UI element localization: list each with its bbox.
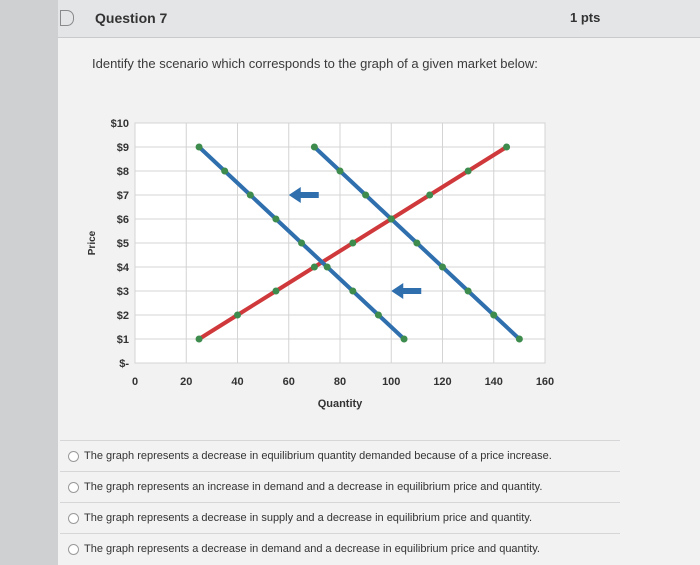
answer-text: The graph represents a decrease in suppl…	[84, 512, 533, 524]
answer-option[interactable]: The graph represents a decrease in suppl…	[60, 502, 620, 533]
data-point	[195, 143, 203, 151]
y-tick-label: $9	[117, 142, 129, 154]
answer-option[interactable]: The graph represents a decrease in deman…	[60, 533, 620, 564]
data-point	[195, 335, 203, 343]
data-point	[426, 191, 434, 199]
data-point	[400, 335, 408, 343]
data-point	[413, 239, 421, 247]
y-tick-label: $6	[117, 214, 129, 226]
data-point	[464, 167, 472, 175]
question-prompt: Identify the scenario which corresponds …	[92, 56, 538, 71]
data-point	[246, 191, 254, 199]
answer-text: The graph represents a decrease in deman…	[84, 543, 540, 555]
data-point	[310, 143, 318, 151]
data-point	[298, 239, 306, 247]
data-point	[515, 335, 523, 343]
data-point	[272, 215, 280, 223]
chart-series	[195, 143, 523, 343]
radio-icon[interactable]	[68, 513, 79, 524]
y-tick-label: $5	[117, 238, 129, 250]
radio-icon[interactable]	[68, 544, 79, 555]
question-header	[58, 0, 700, 38]
chart-annotations	[288, 187, 422, 299]
x-tick-label: 0	[132, 376, 138, 388]
bookmark-icon[interactable]	[60, 10, 74, 26]
chart-ticks: 0 20 40 60 80 100 120 140 160 $- $1 $2 $3 $4 $5 $6 $7 $8 $…	[87, 118, 554, 410]
x-tick-label: 60	[283, 376, 295, 388]
radio-icon[interactable]	[68, 482, 79, 493]
question-title: Question 7	[95, 10, 168, 26]
y-tick-label: $3	[117, 286, 129, 298]
x-tick-label: 140	[485, 376, 503, 388]
data-point	[234, 311, 241, 319]
y-tick-label: $-	[119, 358, 129, 370]
y-axis-label: Price	[87, 230, 98, 255]
data-point	[272, 287, 280, 295]
left-arrow-icon	[391, 283, 422, 299]
data-point	[323, 263, 331, 271]
x-tick-label: 20	[180, 376, 192, 388]
answer-text: The graph represents a decrease in equil…	[84, 450, 552, 462]
y-tick-label: $1	[117, 334, 129, 346]
radio-icon[interactable]	[68, 451, 79, 462]
answer-option[interactable]: The graph represents an increase in dema…	[60, 471, 620, 502]
data-point	[349, 287, 357, 295]
y-tick-label: $7	[117, 190, 129, 202]
y-tick-label: $8	[117, 166, 129, 178]
answer-list: The graph represents a decrease in equil…	[60, 440, 620, 564]
data-point	[374, 311, 382, 319]
question-points: 1 pts	[570, 10, 601, 25]
x-tick-label: 160	[536, 376, 554, 388]
market-chart: 0 20 40 60 80 100 120 140 160 $- $1 $2 $3 $4 $5 $6 $7 $8 $…	[87, 118, 554, 410]
data-point	[464, 287, 472, 295]
x-tick-label: 40	[231, 376, 243, 388]
chart-grid	[134, 122, 546, 364]
y-tick-label: $4	[117, 262, 130, 274]
data-point	[362, 191, 370, 199]
y-tick-label: $2	[117, 310, 129, 322]
data-point	[310, 263, 318, 271]
x-tick-label: 80	[334, 376, 346, 388]
x-axis-label: Quantity	[318, 398, 363, 410]
data-point	[349, 239, 357, 247]
data-point	[387, 215, 395, 223]
answer-option[interactable]: The graph represents a decrease in equil…	[60, 440, 620, 471]
x-tick-label: 100	[382, 376, 400, 388]
data-point	[336, 167, 344, 175]
data-point	[490, 311, 498, 319]
data-point	[503, 143, 511, 151]
left-arrow-icon	[288, 187, 319, 203]
x-tick-label: 120	[433, 376, 451, 388]
data-point	[439, 263, 446, 271]
answer-text: The graph represents an increase in dema…	[84, 481, 543, 493]
y-tick-label: $10	[111, 118, 129, 130]
data-point	[221, 167, 229, 175]
